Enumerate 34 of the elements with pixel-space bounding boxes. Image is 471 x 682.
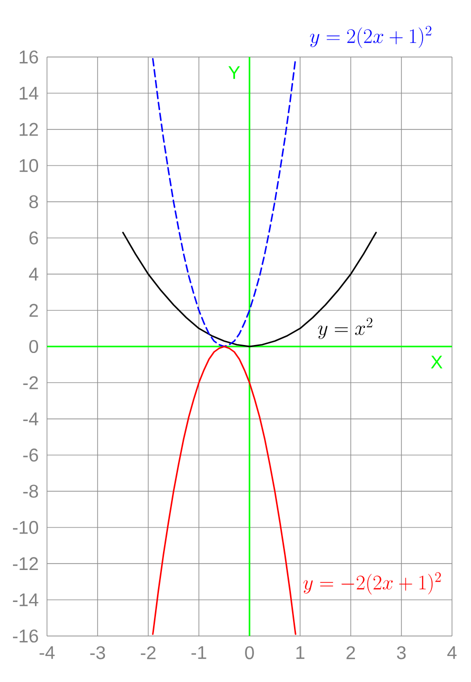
series-label: $y = 2(2x+1)^2$ [310, 26, 432, 48]
x-tick-label: -3 [90, 646, 106, 660]
x-tick-label: 4 [447, 646, 457, 659]
y-tick-label: -16 [12, 629, 38, 643]
x-tick-label: 1 [296, 646, 304, 659]
x-tick-label: 0 [245, 646, 254, 660]
line-series [152, 346, 296, 635]
x-tick-label: 2 [346, 646, 355, 660]
x-tick-label: -1 [191, 646, 206, 659]
y-tick-label: -12 [12, 557, 38, 570]
y-tick-label: -14 [12, 593, 38, 606]
y-tick-label: 12 [20, 122, 38, 136]
y-tick-label: 2 [29, 304, 38, 317]
line-series [122, 232, 377, 348]
y-tick-label: 14 [20, 86, 38, 100]
y-tick-label: -10 [12, 520, 38, 534]
y-tick-label: 10 [20, 159, 38, 172]
y-tick-label: -6 [23, 448, 38, 462]
y-tick-label: 16 [20, 50, 38, 64]
y-tick-label: -2 [23, 376, 38, 390]
y-tick-label: -4 [23, 412, 38, 426]
x-axis-title: X [430, 356, 442, 368]
series-label: $y = x^2$ [318, 318, 372, 339]
series-label: $y = -2(2x+1)^2$ [303, 572, 441, 594]
x-tick-label: 3 [396, 646, 406, 660]
y-tick-label: 4 [28, 268, 38, 280]
y-axis-title: Y [228, 66, 240, 79]
y-tick-label: 0 [29, 340, 38, 354]
line-series [152, 58, 296, 348]
y-tick-label: 8 [29, 195, 38, 208]
y-tick-label: -8 [23, 484, 38, 498]
x-tick-label: -2 [140, 646, 156, 660]
x-tick-label: -4 [40, 646, 55, 659]
y-tick-label: 6 [29, 231, 38, 244]
